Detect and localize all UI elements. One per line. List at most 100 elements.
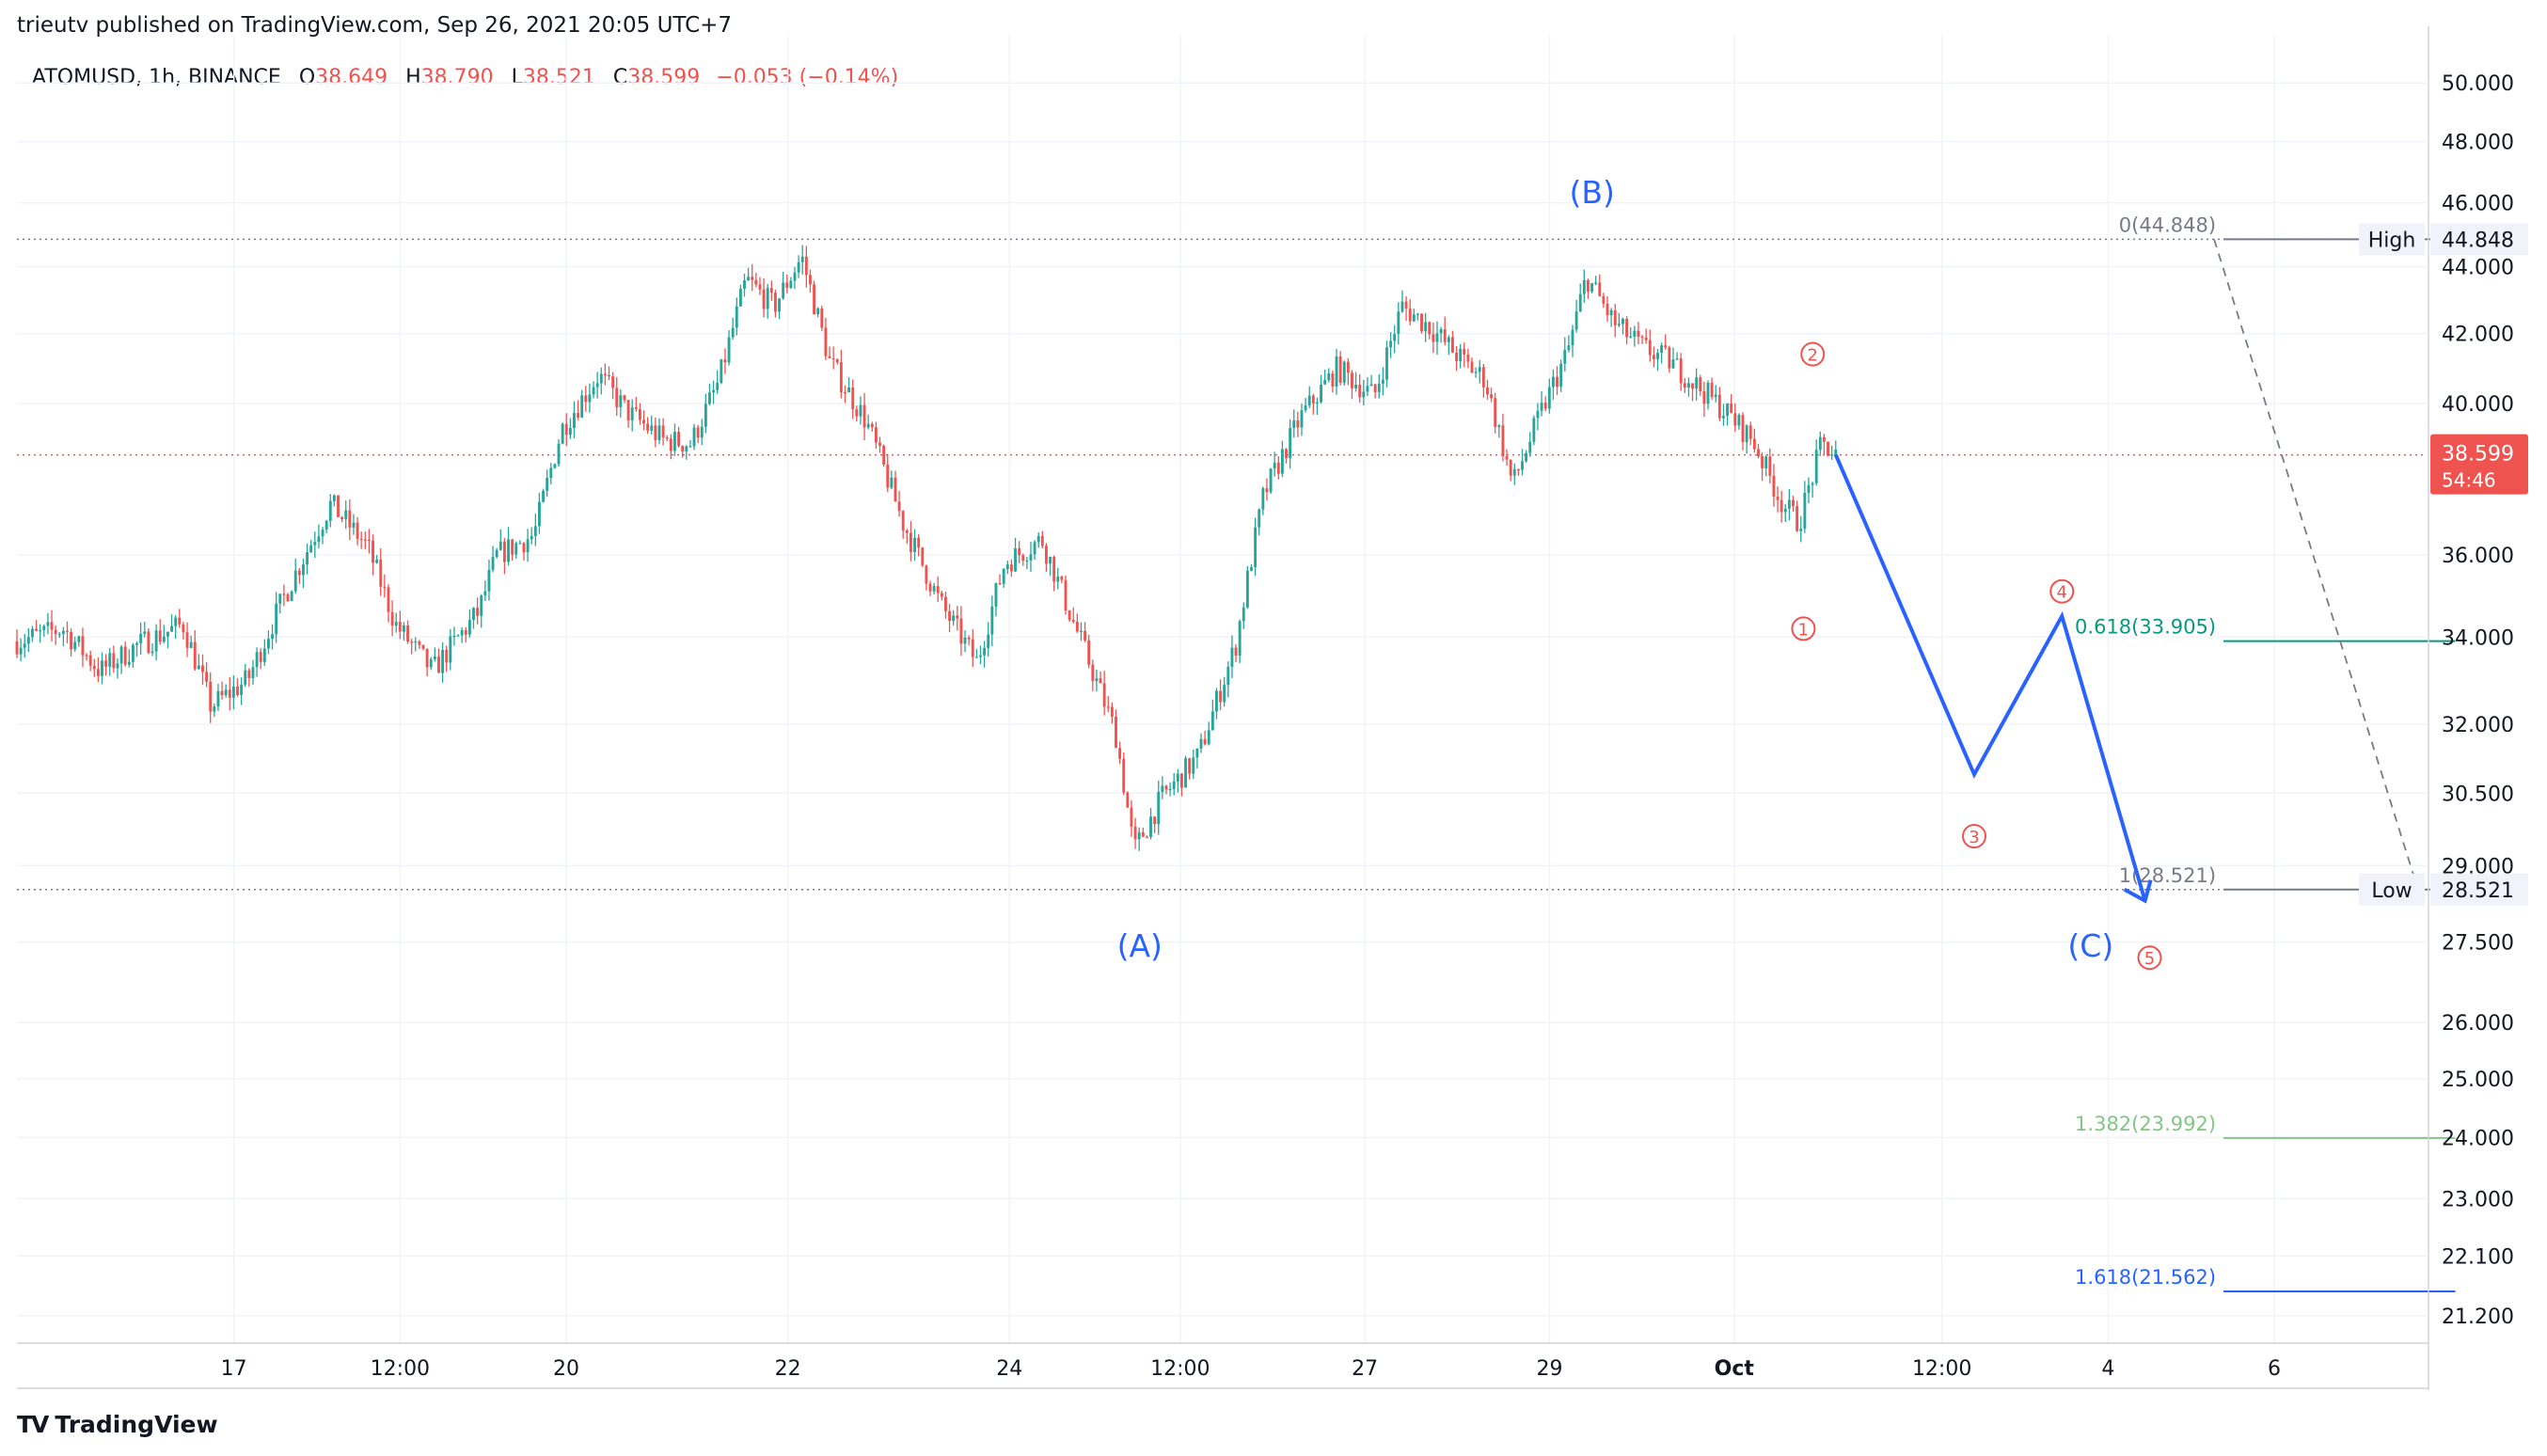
candle-body: [1106, 706, 1110, 708]
wave-label: (C): [2067, 927, 2113, 964]
candle-body: [782, 282, 785, 299]
candle-body: [266, 639, 270, 649]
candle-body: [293, 570, 297, 592]
candle-body: [1404, 301, 1408, 309]
candle-body: [1366, 386, 1369, 392]
candle-body: [1525, 452, 1528, 462]
candle-body: [26, 637, 30, 644]
candle-body: [665, 437, 669, 439]
candle-body: [487, 569, 491, 592]
candle-body: [762, 289, 766, 309]
candle-body: [262, 648, 266, 662]
level-badge-bg: [2359, 873, 2425, 906]
candle-body: [1501, 425, 1505, 456]
candle-body: [1714, 394, 1717, 398]
candle-body: [696, 427, 700, 438]
candle-body: [213, 706, 216, 712]
candle-body: [189, 641, 193, 648]
candle-body: [476, 608, 480, 616]
candle-body: [1040, 535, 1044, 546]
candle-body: [1014, 548, 1017, 572]
candle-body: [116, 663, 119, 669]
candle-body: [708, 392, 711, 404]
candle-body: [1354, 385, 1358, 388]
candle-body: [35, 628, 39, 631]
legend-close-value: 38.599: [627, 66, 701, 89]
wave-projection[interactable]: [1833, 453, 2153, 904]
candle-body: [1342, 361, 1346, 383]
candle-body: [855, 409, 859, 417]
candle-body: [580, 395, 584, 418]
candle-body: [1532, 418, 1536, 442]
candle-body: [522, 543, 526, 553]
candle-body: [1772, 475, 1776, 498]
candle-body: [50, 622, 54, 630]
candle-body: [727, 337, 731, 363]
candle-body: [1640, 336, 1644, 339]
candle-body: [557, 443, 561, 465]
candle-body: [1203, 738, 1207, 745]
y-tick-label: 32.000: [2442, 714, 2514, 737]
candle-body: [1571, 329, 1574, 346]
candle-body: [793, 272, 797, 281]
candle-body: [712, 389, 716, 393]
candle-body: [1668, 347, 1671, 369]
candle-body: [1459, 348, 1463, 362]
candle-body: [661, 425, 665, 438]
candle-body: [1625, 319, 1629, 338]
candle-body: [1540, 403, 1543, 411]
candle-body: [464, 629, 467, 635]
candle-body: [851, 387, 855, 410]
candle-body: [1818, 436, 1822, 451]
candle-body: [1451, 337, 1454, 353]
candle-body: [1245, 570, 1249, 608]
candle-body: [1346, 361, 1350, 373]
chart-axes[interactable]: 50.000 48.000 46.000 44.000 42.000 40.000 36.0…: [17, 26, 2528, 1390]
candle-body: [1084, 630, 1087, 641]
candle-body: [271, 634, 274, 640]
candle-body: [595, 383, 599, 388]
candle-body: [147, 631, 150, 654]
candle-body: [878, 442, 881, 446]
candle-body: [738, 288, 742, 307]
candle-body: [1280, 449, 1284, 474]
candle-body: [1188, 758, 1192, 774]
legend-symbol[interactable]: ATOMUSD, 1h, BINANCE: [32, 66, 281, 89]
candle-body: [1137, 831, 1141, 840]
candle-body: [1613, 309, 1617, 325]
candle-body: [1068, 610, 1071, 621]
candle-body: [511, 539, 514, 555]
tradingview-brand[interactable]: TV TradingView: [17, 1411, 218, 1438]
candle-body: [619, 395, 623, 407]
candle-body: [1064, 579, 1068, 611]
candle-body: [1652, 355, 1655, 359]
candle-body: [638, 408, 641, 420]
candle-body: [1574, 311, 1578, 330]
y-tick-label: 36.000: [2442, 545, 2514, 568]
candle-body: [324, 520, 328, 530]
candle-body: [398, 622, 402, 632]
candle-body: [549, 467, 553, 479]
candle-body: [1265, 488, 1269, 493]
candle-body: [897, 501, 901, 512]
candle-body: [1036, 535, 1040, 543]
candle-body: [244, 670, 247, 685]
candle-body: [743, 280, 746, 289]
candle-body: [143, 631, 147, 634]
y-tick-label: 50.000: [2442, 72, 2514, 96]
fibonacci-extension[interactable]: 0(44.848)0.618(33.905)1(28.521)1.382(23.…: [2075, 214, 2456, 1293]
candle-body: [359, 538, 363, 541]
chart-grid: [17, 36, 2427, 1343]
candle-body: [1416, 313, 1419, 315]
candle-body: [1021, 555, 1025, 562]
candle-body: [1512, 468, 1516, 476]
candle-body: [1331, 372, 1335, 388]
candle-body: [85, 655, 88, 657]
candle-body: [46, 622, 50, 626]
candle-body: [1470, 361, 1474, 373]
candle-body: [19, 647, 23, 655]
candle-body: [967, 637, 971, 640]
candle-body: [874, 427, 878, 443]
candle-body: [1582, 279, 1586, 294]
